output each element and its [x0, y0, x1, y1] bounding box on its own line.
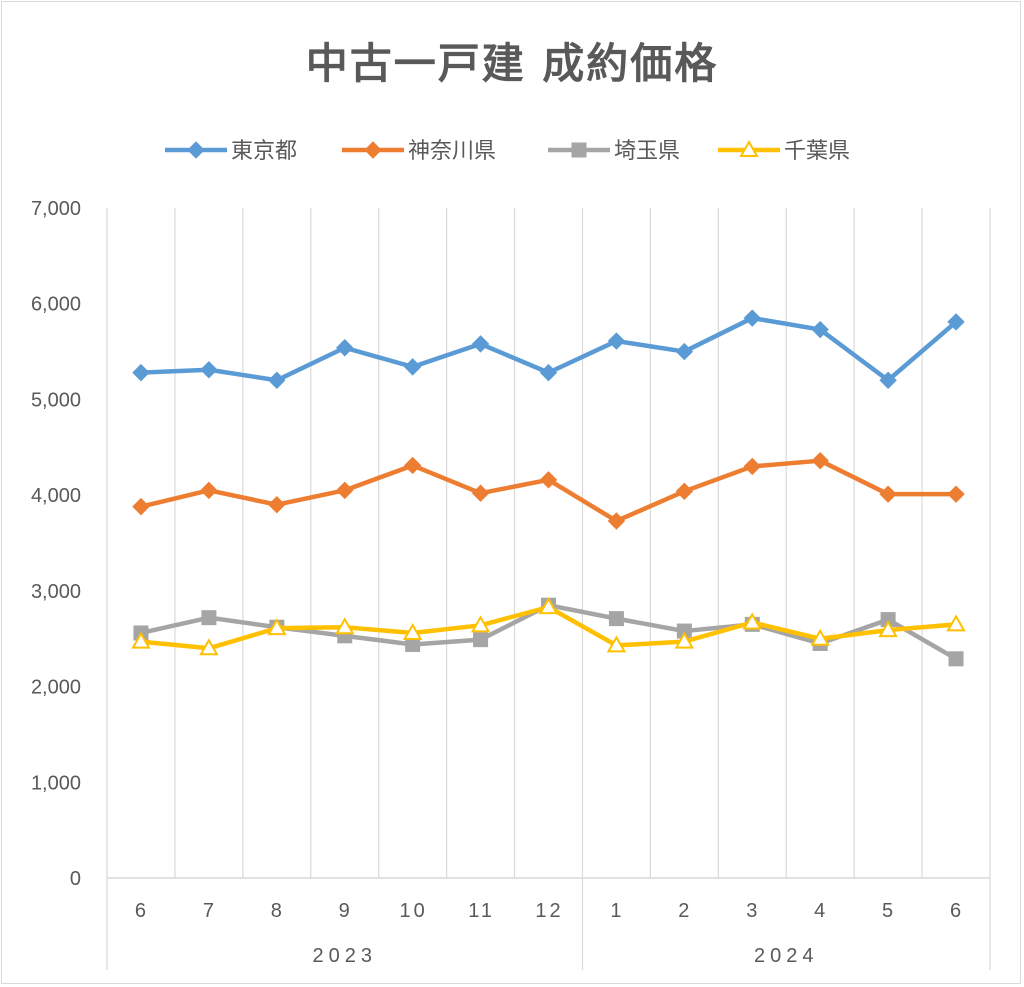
- data-point-triangle: [742, 612, 762, 630]
- y-tick-label: 7,000: [31, 198, 81, 220]
- series-line: [138, 458, 959, 524]
- data-point-square: [473, 632, 489, 648]
- y-tick-label: 0: [70, 868, 81, 890]
- legend-label: 東京都: [231, 139, 297, 164]
- data-point-diamond: [132, 363, 150, 382]
- data-point-diamond: [364, 141, 382, 159]
- chart-title: 中古一戸建 成約価格: [306, 39, 719, 88]
- x-tick-label: 2: [678, 900, 692, 922]
- data-point-diamond: [743, 457, 761, 476]
- legend-label: 埼玉県: [614, 139, 680, 164]
- data-point-diamond: [947, 313, 965, 331]
- data-point-diamond: [675, 342, 694, 361]
- data-point-diamond: [187, 141, 205, 159]
- data-point-triangle: [402, 622, 423, 640]
- data-point-diamond: [268, 496, 286, 514]
- x-tick-label: 6: [950, 900, 964, 922]
- year-group-label: 2024: [754, 945, 819, 967]
- data-point-diamond: [200, 481, 218, 500]
- data-point-triangle: [267, 618, 287, 636]
- y-tick-label: 3,000: [31, 581, 81, 603]
- data-point-square: [676, 623, 692, 639]
- data-point-triangle: [674, 631, 695, 649]
- data-point-triangle: [606, 635, 627, 653]
- y-tick-label: 6,000: [31, 294, 81, 316]
- data-point-square: [948, 651, 964, 667]
- data-point-square: [608, 611, 624, 627]
- y-tick-label: 4,000: [31, 485, 81, 507]
- x-tick-label: 5: [882, 900, 896, 922]
- data-point-triangle: [470, 615, 491, 633]
- data-point-diamond: [879, 371, 897, 389]
- data-point-triangle: [946, 614, 966, 632]
- y-tick-label: 5,000: [31, 389, 81, 411]
- data-point-diamond: [539, 471, 558, 489]
- data-point-diamond: [607, 332, 626, 350]
- data-point-triangle: [739, 139, 759, 157]
- legend-label: 神奈川県: [408, 139, 496, 164]
- data-point-diamond: [607, 512, 626, 530]
- data-point-diamond: [471, 335, 490, 353]
- x-tick-label: 3: [746, 900, 760, 922]
- y-tick-label: 1,000: [31, 772, 81, 794]
- y-axis: 0 1,000 2,000 3,000 4,000 5,000 6,000 7,000: [31, 198, 81, 890]
- data-point-diamond: [539, 363, 558, 382]
- data-point-diamond: [947, 485, 965, 503]
- data-point-triangle: [199, 638, 219, 656]
- x-tick-label: 1: [610, 900, 624, 922]
- data-point-square: [201, 610, 217, 626]
- data-point-diamond: [811, 451, 829, 470]
- data-point-diamond: [879, 485, 897, 503]
- x-tick-label: 7: [203, 900, 217, 922]
- data-point-diamond: [200, 361, 218, 379]
- x-tick-label: 12: [535, 900, 563, 922]
- data-point-square: [571, 142, 587, 158]
- data-point-diamond: [471, 484, 490, 502]
- x-tick-label: 8: [271, 900, 285, 922]
- data-point-triangle: [878, 620, 898, 638]
- data-point-diamond: [675, 482, 694, 501]
- data-point-triangle: [810, 628, 830, 646]
- grid-lines: [106, 208, 991, 970]
- data-point-triangle: [538, 597, 559, 615]
- data-point-triangle: [335, 617, 355, 635]
- x-tick-label: 10: [400, 900, 428, 922]
- x-tick-label: 11: [468, 900, 495, 922]
- legend: 東京都 神奈川県 埼玉県 千葉県: [165, 139, 850, 164]
- x-tick-label: 6: [135, 900, 149, 922]
- plot-area: [131, 309, 966, 667]
- legend-label: 千葉県: [784, 139, 850, 164]
- x-tick-label: 9: [339, 900, 353, 922]
- data-point-triangle: [131, 631, 151, 649]
- y-tick-label: 2,000: [31, 677, 81, 699]
- data-point-diamond: [132, 497, 150, 516]
- data-point-diamond: [743, 309, 761, 327]
- x-tick-label: 4: [814, 900, 828, 922]
- data-point-square: [880, 612, 896, 628]
- data-point-diamond: [811, 320, 829, 339]
- data-point-diamond: [403, 358, 422, 376]
- data-point-diamond: [403, 456, 422, 475]
- data-point-square: [405, 636, 421, 652]
- data-point-diamond: [268, 371, 286, 389]
- data-point-diamond: [336, 339, 354, 357]
- year-group-label: 2023: [312, 945, 377, 967]
- data-point-diamond: [336, 481, 354, 500]
